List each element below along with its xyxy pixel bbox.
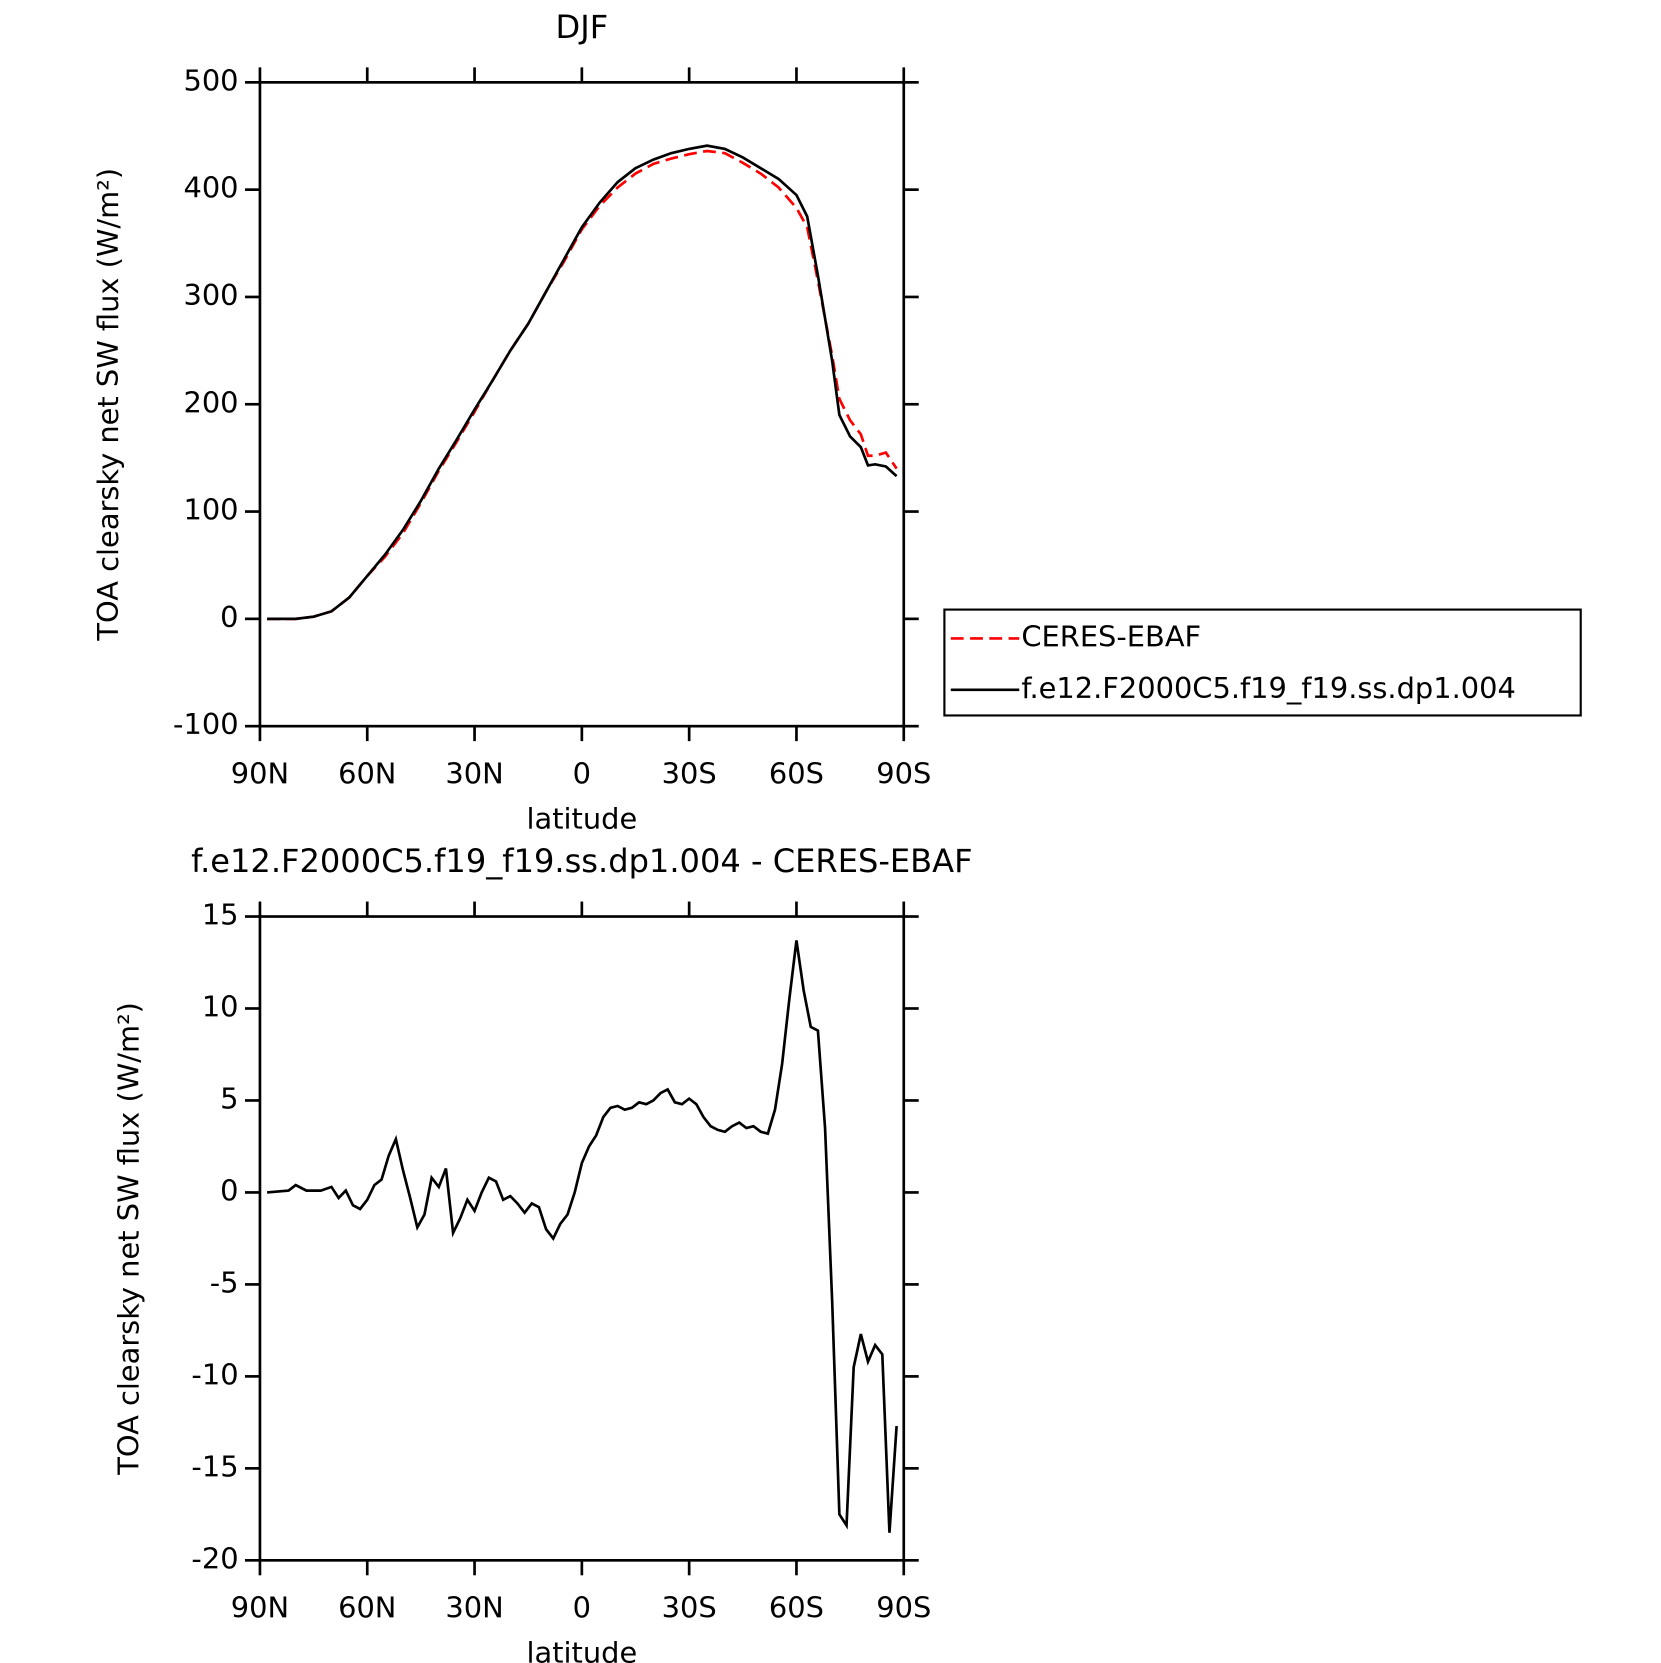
legend-label: CERES-EBAF (1021, 619, 1201, 653)
y-tick-label: -15 (191, 1449, 238, 1483)
x-tick-label: 90N (231, 1591, 289, 1625)
chart-title: DJF (556, 8, 609, 46)
x-tick-label: 30S (662, 756, 717, 790)
x-tick-label: 90S (876, 1591, 931, 1625)
y-tick-label: -100 (173, 707, 239, 741)
y-axis-label: TOA clearsky net SW flux (W/m²) (112, 1002, 146, 1476)
legend-box (943, 608, 1582, 717)
y-tick-label: 300 (183, 278, 238, 312)
y-tick-label: 400 (183, 171, 238, 205)
y-tick-label: -5 (210, 1265, 239, 1299)
x-tick-label: 60N (338, 1591, 396, 1625)
x-tick-label: 30N (445, 1591, 503, 1625)
x-tick-label: 90N (231, 756, 289, 790)
x-tick-label: 30N (445, 756, 503, 790)
x-tick-label: 30S (662, 1591, 717, 1625)
y-tick-label: 15 (202, 898, 239, 932)
y-axis-label: TOA clearsky net SW flux (W/m²) (91, 168, 125, 642)
x-tick-label: 0 (573, 756, 591, 790)
y-tick-label: 200 (183, 385, 238, 419)
x-axis-label: latitude (526, 801, 637, 835)
y-tick-label: 10 (202, 989, 239, 1023)
y-tick-label: 5 (220, 1081, 238, 1115)
y-tick-label: 100 (183, 493, 238, 527)
plot-frame (258, 81, 906, 728)
x-tick-label: 90S (876, 756, 931, 790)
y-tick-label: 0 (220, 1173, 238, 1207)
x-tick-label: 60S (769, 756, 824, 790)
x-axis-label: latitude (526, 1635, 637, 1663)
data-line (266, 940, 898, 1533)
data-line (267, 144, 898, 621)
y-tick-label: 0 (220, 600, 238, 634)
data-line (267, 149, 898, 621)
x-tick-label: 60S (769, 1591, 824, 1625)
x-tick-label: 0 (573, 1591, 591, 1625)
legend-label: f.e12.F2000C5.f19_f19.ss.dp1.004 (1021, 671, 1515, 705)
y-tick-label: -20 (191, 1541, 238, 1575)
y-tick-label: 500 (183, 63, 238, 97)
x-tick-label: 60N (338, 756, 396, 790)
y-tick-label: -10 (191, 1357, 238, 1391)
chart-title: f.e12.F2000C5.f19_f19.ss.dp1.004 - CERES… (191, 842, 972, 880)
